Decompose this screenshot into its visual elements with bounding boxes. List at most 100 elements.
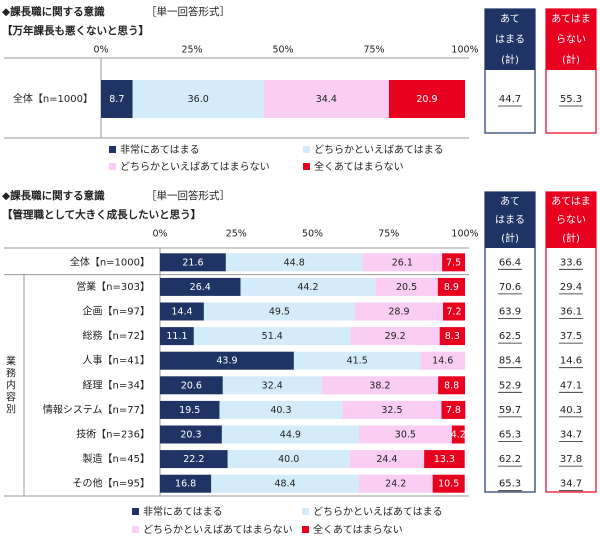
legend-label: どちらかといえばあてはまらない (120, 161, 270, 173)
data-label: 4.2 (451, 430, 466, 441)
data-label: 24.2 (385, 479, 406, 490)
applies-total: 66.4 (499, 257, 521, 268)
legend-swatch (109, 146, 116, 153)
bar-segment (424, 450, 465, 469)
tick-label: 100% (451, 229, 478, 240)
bar-segment (420, 351, 465, 370)
not-applies-total: 34.7 (560, 430, 582, 441)
not-applies-total: 47.1 (560, 380, 582, 391)
bar-segment (358, 425, 452, 444)
bar-segment (293, 351, 421, 370)
group-label: 容 (6, 390, 16, 403)
data-label: 24.4 (376, 454, 397, 465)
data-label: 20.3 (180, 430, 201, 441)
data-label: 51.4 (262, 331, 283, 342)
legend-label: 非常にあてはまる (143, 505, 223, 518)
bar-segment (227, 450, 350, 469)
data-label: 14.6 (432, 356, 453, 367)
not-applies-total: 37.8 (560, 454, 582, 465)
data-label: 32.4 (262, 380, 283, 391)
data-label: 28.9 (388, 307, 409, 318)
applies-total: 62.2 (499, 454, 521, 465)
not-applies-total: 14.6 (560, 356, 582, 367)
data-label: 20.6 (181, 380, 202, 391)
bar-segment (222, 376, 322, 395)
bar-segment (101, 80, 133, 118)
not-applies-total: 55.3 (560, 94, 582, 105)
data-label: 20.9 (416, 94, 437, 105)
summary-header-text: (計) (501, 232, 519, 245)
bar-segment (160, 425, 222, 444)
summary-header-text: あてはま (551, 195, 591, 207)
data-label: 26.4 (190, 282, 211, 293)
applies-total: 70.6 (499, 282, 521, 293)
data-label: 8.9 (444, 282, 459, 293)
summary-header-text: (計) (501, 53, 519, 66)
bar-segment (160, 277, 241, 296)
applies-header (485, 192, 535, 248)
data-label: 43.9 (216, 356, 237, 367)
data-label: 20.5 (396, 282, 417, 293)
bar-segment (451, 425, 465, 444)
applies-total: 85.4 (499, 356, 521, 367)
applies-box (484, 8, 536, 134)
bar-segment (160, 327, 194, 346)
group-label: 業 (6, 354, 16, 367)
bar-segment (221, 425, 359, 444)
data-label: 41.5 (347, 356, 368, 367)
tick-label: 50% (302, 229, 323, 240)
format-label: ［単一回答形式］ (146, 5, 230, 18)
legend-swatch (132, 508, 139, 515)
legend-swatch (132, 526, 139, 533)
bar-segment (354, 302, 444, 321)
bar-segment (321, 376, 439, 395)
category-label: 総務【n=72】 (83, 329, 150, 342)
bar-segment (439, 327, 465, 346)
not-applies-total: 37.5 (560, 331, 582, 342)
data-label: 14.4 (171, 307, 192, 318)
data-label: 11.1 (166, 331, 187, 342)
summary-header-text: あて (500, 195, 520, 207)
data-label: 34.4 (316, 94, 337, 105)
applies-total: 59.7 (499, 405, 521, 416)
data-label: 29.2 (385, 331, 406, 342)
bar-segment (349, 450, 425, 469)
bar-segment (160, 351, 294, 370)
tick-label: 0% (152, 229, 167, 240)
not-applies-total: 33.6 (560, 257, 582, 268)
bar-segment (160, 302, 204, 321)
data-label: 44.8 (284, 257, 305, 268)
bar-segment (219, 400, 343, 419)
data-label: 49.5 (269, 307, 290, 318)
legend-label: どちらかといえばあてはまらない (143, 524, 293, 536)
data-label: 40.3 (270, 405, 291, 416)
data-label: 32.5 (381, 405, 402, 416)
data-label: 44.9 (280, 430, 301, 441)
category-label: 企画【n=97】 (83, 305, 150, 318)
applies-total: 65.3 (499, 479, 521, 490)
bar-segment (132, 80, 264, 118)
tick-label: 25% (226, 229, 247, 240)
not-applies-total: 34.7 (560, 479, 582, 490)
summary-header-text: (計) (562, 53, 580, 66)
bar-segment (240, 277, 376, 296)
data-label: 30.5 (395, 430, 416, 441)
data-label: 10.5 (438, 479, 459, 490)
data-label: 21.6 (182, 257, 203, 268)
tick-label: 75% (378, 229, 399, 240)
not-applies-total: 36.1 (560, 307, 582, 318)
data-label: 7.2 (446, 307, 461, 318)
legend-label: どちらかといえばあてはまる (313, 506, 443, 518)
legend-label: どちらかといえばあてはまる (314, 144, 444, 156)
data-label: 8.7 (109, 94, 124, 105)
group-label: 別 (6, 403, 16, 415)
data-label: 8.3 (445, 331, 460, 342)
tick-label: 25% (181, 45, 202, 56)
bar-segment (342, 400, 442, 419)
data-label: 44.2 (297, 282, 318, 293)
applies-total: 52.9 (499, 380, 521, 391)
chart-title: ◆課長職に関する意識 (2, 5, 105, 18)
summary-header-text: (計) (562, 232, 580, 245)
legend-swatch (109, 163, 116, 170)
